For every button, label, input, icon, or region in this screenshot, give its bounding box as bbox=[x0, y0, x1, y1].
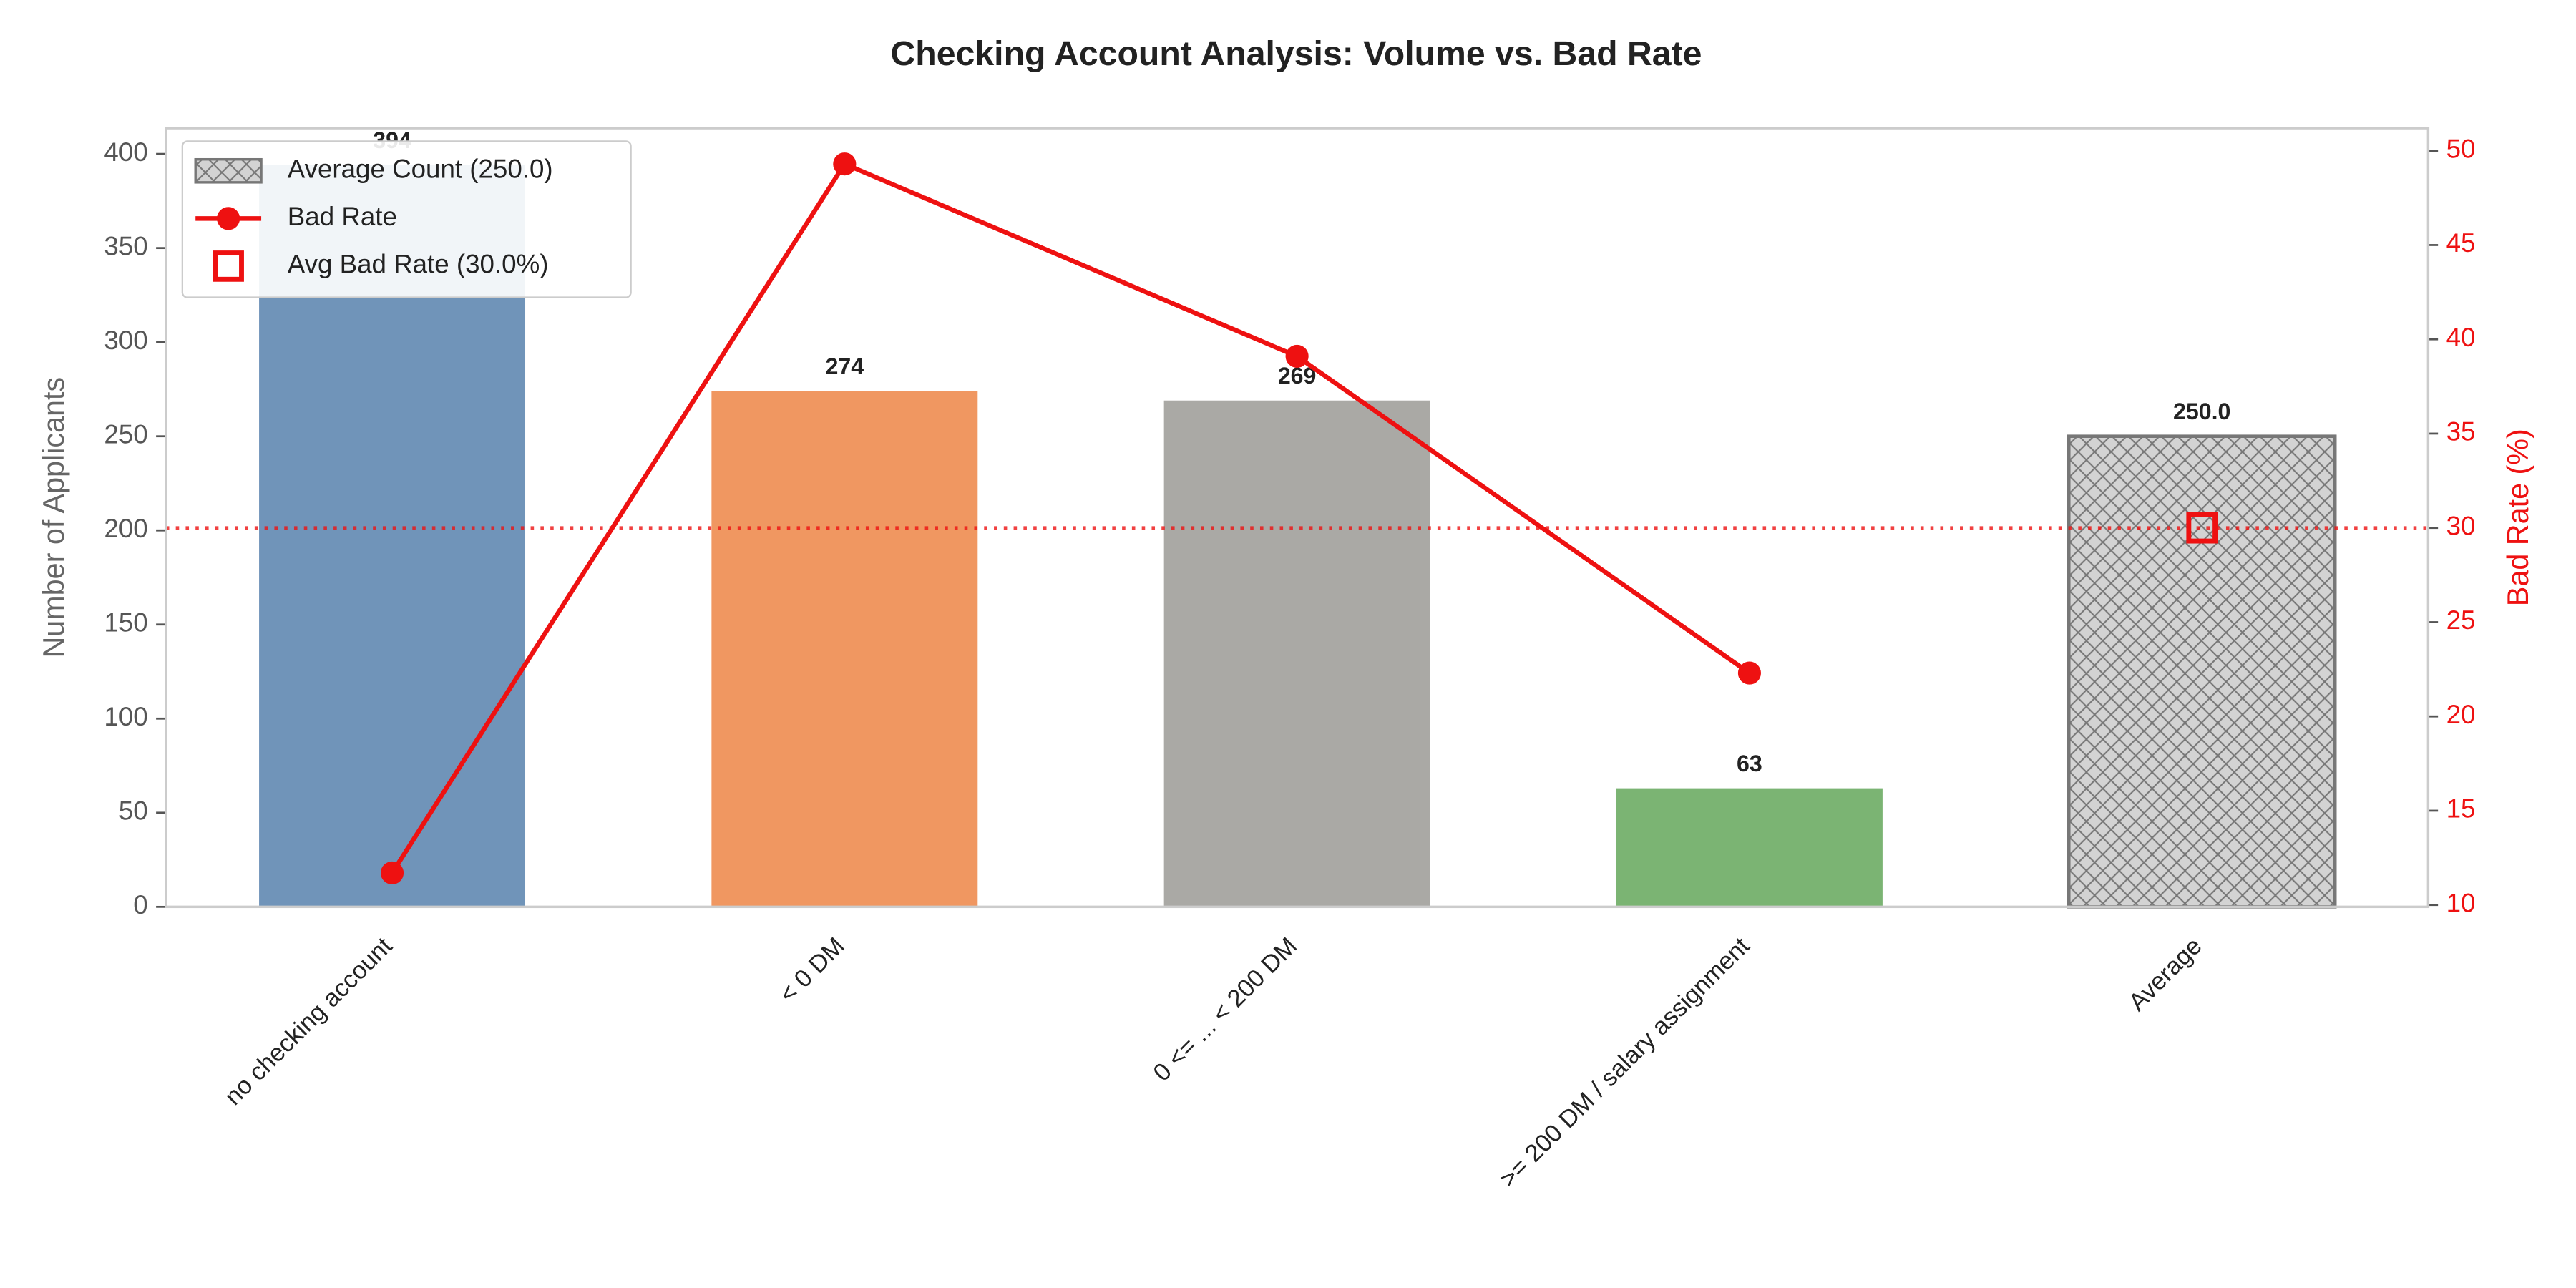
bad-rate-line bbox=[390, 161, 1751, 874]
y2-tick-label: 30 bbox=[2446, 511, 2476, 540]
legend-swatch bbox=[194, 157, 263, 184]
bad-rate-point bbox=[1737, 661, 1761, 685]
y2-tick-label: 15 bbox=[2446, 794, 2476, 824]
value-label: 250.0 bbox=[2173, 399, 2230, 424]
y2-tick-label: 35 bbox=[2446, 417, 2476, 447]
value-label: 63 bbox=[1737, 751, 1762, 776]
x-tick-label: 0 <= ... < 200 DM bbox=[1148, 932, 1303, 1087]
y-tick-label: 0 bbox=[133, 890, 147, 919]
legend-label: Bad Rate bbox=[288, 202, 397, 231]
y-tick-label: 200 bbox=[104, 514, 147, 543]
y-tick-label: 150 bbox=[104, 608, 147, 637]
y2-tick-label: 25 bbox=[2446, 605, 2476, 635]
avg-bad-rate-marker bbox=[2186, 512, 2218, 544]
y-tick-label: 350 bbox=[104, 231, 147, 260]
y-axis-label: Number of Applicants bbox=[37, 377, 70, 658]
bar bbox=[2067, 434, 2337, 909]
y2-tick-label: 20 bbox=[2446, 700, 2476, 729]
x-tick-label: Average bbox=[2124, 932, 2207, 1016]
value-label: 274 bbox=[826, 353, 864, 379]
legend-swatch bbox=[213, 250, 244, 282]
x-tick-label: no checking account bbox=[220, 932, 398, 1111]
y-tick-label: 400 bbox=[104, 137, 147, 167]
legend-label: Avg Bad Rate (30.0%) bbox=[288, 250, 549, 279]
y2-tick-label: 10 bbox=[2446, 888, 2476, 917]
bar bbox=[1163, 400, 1430, 907]
legend-label: Average Count (250.0) bbox=[288, 154, 553, 183]
y2-tick-label: 40 bbox=[2446, 323, 2476, 352]
bad-rate-point bbox=[380, 861, 404, 884]
bar bbox=[711, 391, 978, 907]
y2-axis-label: Bad Rate (%) bbox=[2502, 429, 2534, 606]
y2-tick-label: 50 bbox=[2446, 134, 2476, 163]
y-tick-label: 100 bbox=[104, 702, 147, 731]
bad-rate-point bbox=[1285, 344, 1309, 368]
plot-frame bbox=[165, 127, 2430, 909]
legend-swatch bbox=[217, 207, 240, 230]
x-tick-label: < 0 DM bbox=[774, 932, 850, 1008]
bad-rate-point bbox=[833, 152, 857, 176]
y2-tick-label: 45 bbox=[2446, 228, 2476, 258]
bar bbox=[1616, 788, 1883, 907]
legend-box bbox=[181, 140, 632, 298]
y-tick-label: 250 bbox=[104, 419, 147, 449]
x-tick-label: >= 200 DM / salary assignment bbox=[1495, 932, 1755, 1193]
y-tick-label: 50 bbox=[119, 796, 148, 826]
y-tick-label: 300 bbox=[104, 326, 147, 355]
chart-title: Checking Account Analysis: Volume vs. Ba… bbox=[891, 34, 1702, 73]
